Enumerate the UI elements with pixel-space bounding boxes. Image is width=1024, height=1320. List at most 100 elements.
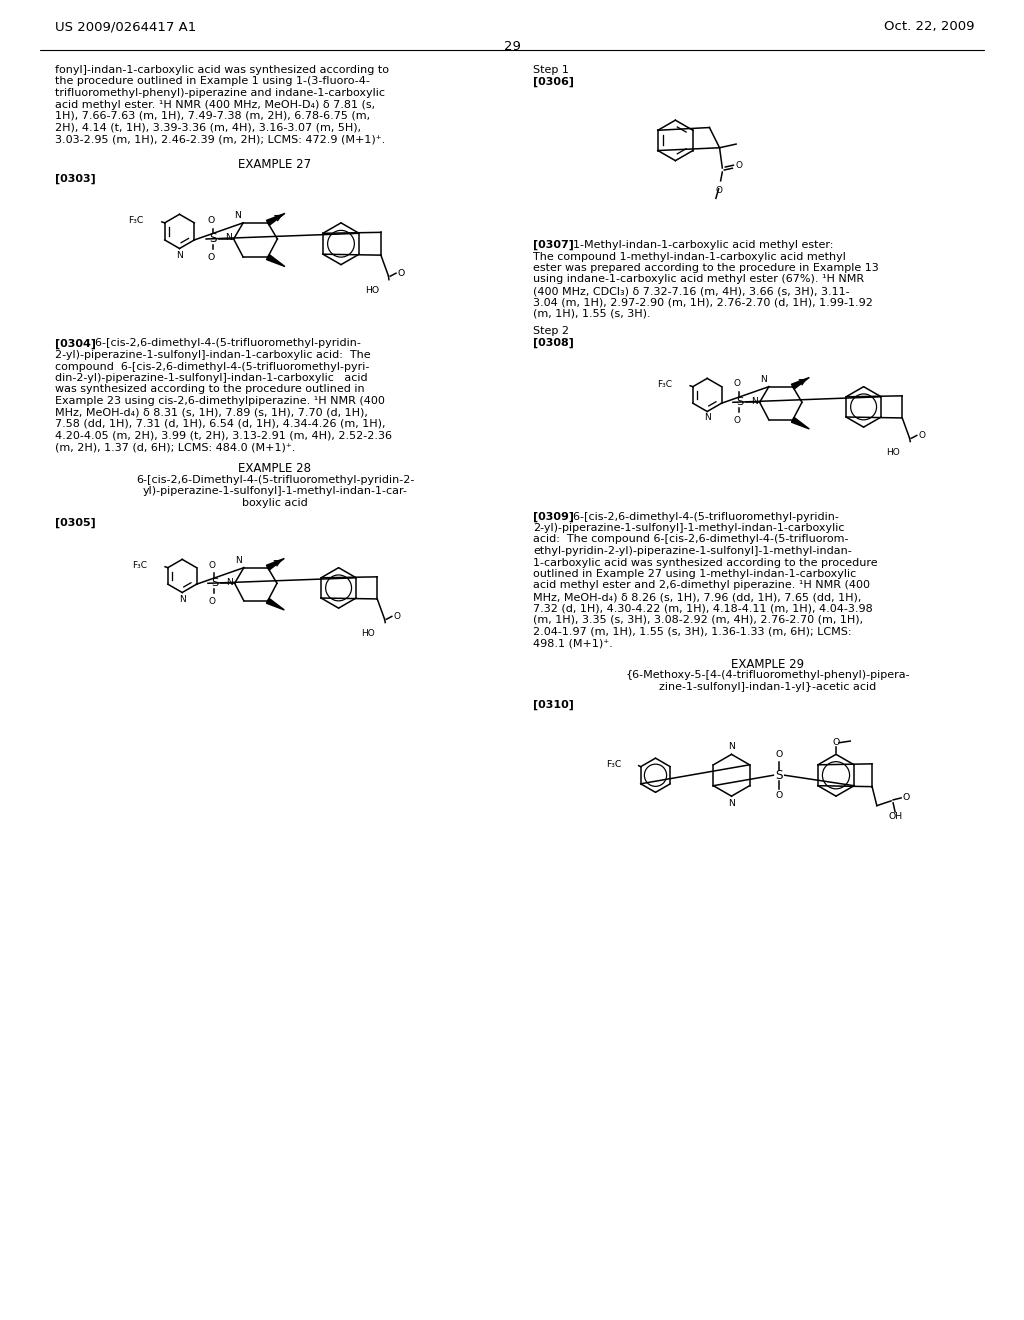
Polygon shape [266, 598, 285, 610]
Text: din-2-yl)-piperazine-1-sulfonyl]-indan-1-carboxylic   acid: din-2-yl)-piperazine-1-sulfonyl]-indan-1… [55, 374, 368, 383]
Text: yl)-piperazine-1-sulfonyl]-1-methyl-indan-1-car-: yl)-piperazine-1-sulfonyl]-1-methyl-inda… [142, 487, 408, 496]
Text: {6-Methoxy-5-[4-(4-trifluoromethyl-phenyl)-pipera-: {6-Methoxy-5-[4-(4-trifluoromethyl-pheny… [626, 671, 910, 680]
Text: N: N [176, 251, 183, 260]
Text: acid:  The compound 6-[cis-2,6-dimethyl-4-(5-trifluorom-: acid: The compound 6-[cis-2,6-dimethyl-4… [534, 535, 849, 544]
Text: N: N [751, 397, 758, 405]
Text: 3.04 (m, 1H), 2.97-2.90 (m, 1H), 2.76-2.70 (d, 1H), 1.99-1.92: 3.04 (m, 1H), 2.97-2.90 (m, 1H), 2.76-2.… [534, 297, 872, 308]
Text: N: N [728, 742, 735, 751]
Text: US 2009/0264417 A1: US 2009/0264417 A1 [55, 20, 197, 33]
Polygon shape [266, 255, 285, 267]
Text: using indane-1-carboxylic acid methyl ester (67%). ¹H NMR: using indane-1-carboxylic acid methyl es… [534, 275, 864, 285]
Text: 6-[cis-2,6-dimethyl-4-(5-trifluoromethyl-pyridin-: 6-[cis-2,6-dimethyl-4-(5-trifluoromethyl… [566, 511, 839, 521]
Text: MHz, MeOH-d₄) δ 8.31 (s, 1H), 7.89 (s, 1H), 7.70 (d, 1H),: MHz, MeOH-d₄) δ 8.31 (s, 1H), 7.89 (s, 1… [55, 408, 368, 417]
Text: fonyl]-indan-1-carboxylic acid was synthesized according to: fonyl]-indan-1-carboxylic acid was synth… [55, 65, 389, 75]
Text: HO: HO [361, 628, 375, 638]
Text: O: O [919, 430, 926, 440]
Text: 4.20-4.05 (m, 2H), 3.99 (t, 2H), 3.13-2.91 (m, 4H), 2.52-2.36: 4.20-4.05 (m, 2H), 3.99 (t, 2H), 3.13-2.… [55, 430, 392, 441]
Text: Step 2: Step 2 [534, 326, 569, 337]
Text: O: O [394, 612, 400, 620]
Text: N: N [236, 556, 242, 565]
Text: EXAMPLE 28: EXAMPLE 28 [239, 462, 311, 474]
Text: was synthesized according to the procedure outlined in: was synthesized according to the procedu… [55, 384, 365, 395]
Text: 2-yl)-piperazine-1-sulfonyl]-1-methyl-indan-1-carboxylic: 2-yl)-piperazine-1-sulfonyl]-1-methyl-in… [534, 523, 845, 533]
Text: F₃C: F₃C [606, 760, 622, 770]
Text: N: N [226, 578, 232, 587]
Polygon shape [792, 417, 809, 429]
Text: O: O [775, 750, 782, 759]
Text: outlined in Example 27 using 1-methyl-indan-1-carboxylic: outlined in Example 27 using 1-methyl-in… [534, 569, 856, 579]
Text: [0307]: [0307] [534, 240, 573, 251]
Text: O: O [902, 793, 909, 803]
Text: S: S [736, 397, 743, 408]
Text: O: O [775, 792, 782, 800]
Text: 7.58 (dd, 1H), 7.31 (d, 1H), 6.54 (d, 1H), 4.34-4.26 (m, 1H),: 7.58 (dd, 1H), 7.31 (d, 1H), 6.54 (d, 1H… [55, 418, 385, 429]
Text: zine-1-sulfonyl]-indan-1-yl}-acetic acid: zine-1-sulfonyl]-indan-1-yl}-acetic acid [659, 681, 877, 692]
Text: 498.1 (M+1)⁺.: 498.1 (M+1)⁺. [534, 638, 612, 648]
Text: O: O [734, 416, 741, 425]
Text: O: O [734, 380, 741, 388]
Text: [0309]: [0309] [534, 511, 574, 521]
Text: 1-carboxylic acid was synthesized according to the procedure: 1-carboxylic acid was synthesized accord… [534, 557, 878, 568]
Text: ester was prepared according to the procedure in Example 13: ester was prepared according to the proc… [534, 263, 879, 273]
Text: [0308]: [0308] [534, 338, 573, 348]
Text: 2H), 4.14 (t, 1H), 3.39-3.36 (m, 4H), 3.16-3.07 (m, 5H),: 2H), 4.14 (t, 1H), 3.39-3.36 (m, 4H), 3.… [55, 123, 361, 132]
Text: O: O [735, 161, 742, 170]
Text: OH: OH [889, 812, 903, 821]
Text: S: S [211, 578, 218, 589]
Text: 6-[cis-2,6-Dimethyl-4-(5-trifluoromethyl-pyridin-2-: 6-[cis-2,6-Dimethyl-4-(5-trifluoromethyl… [136, 475, 414, 484]
Text: N: N [760, 375, 767, 384]
Polygon shape [266, 558, 285, 570]
Text: N: N [179, 594, 185, 603]
Text: boxylic acid: boxylic acid [242, 498, 308, 508]
Text: 29: 29 [504, 40, 520, 53]
Text: F₃C: F₃C [128, 216, 143, 226]
Text: [0306]: [0306] [534, 77, 574, 87]
Polygon shape [792, 378, 809, 389]
Text: [0304]: [0304] [55, 338, 96, 348]
Text: 6-[cis-2,6-dimethyl-4-(5-trifluoromethyl-pyridin-: 6-[cis-2,6-dimethyl-4-(5-trifluoromethyl… [88, 338, 360, 348]
Text: [0303]: [0303] [55, 173, 96, 183]
Text: EXAMPLE 29: EXAMPLE 29 [731, 657, 805, 671]
Text: (m, 1H), 3.35 (s, 3H), 3.08-2.92 (m, 4H), 2.76-2.70 (m, 1H),: (m, 1H), 3.35 (s, 3H), 3.08-2.92 (m, 4H)… [534, 615, 863, 624]
Text: (m, 2H), 1.37 (d, 6H); LCMS: 484.0 (M+1)⁺.: (m, 2H), 1.37 (d, 6H); LCMS: 484.0 (M+1)… [55, 442, 295, 451]
Text: 7.32 (d, 1H), 4.30-4.22 (m, 1H), 4.18-4.11 (m, 1H), 4.04-3.98: 7.32 (d, 1H), 4.30-4.22 (m, 1H), 4.18-4.… [534, 603, 872, 614]
Text: S: S [209, 232, 216, 246]
Text: F₃C: F₃C [657, 380, 673, 389]
Text: EXAMPLE 27: EXAMPLE 27 [239, 157, 311, 170]
Text: S: S [775, 768, 782, 781]
Text: [0310]: [0310] [534, 700, 573, 710]
Text: N: N [703, 413, 711, 422]
Text: O: O [715, 186, 722, 195]
Text: N: N [728, 799, 735, 808]
Text: [0305]: [0305] [55, 517, 96, 528]
Text: compound  6-[cis-2,6-dimethyl-4-(5-trifluoromethyl-pyri-: compound 6-[cis-2,6-dimethyl-4-(5-triflu… [55, 362, 370, 371]
Text: 2.04-1.97 (m, 1H), 1.55 (s, 3H), 1.36-1.33 (m, 6H); LCMS:: 2.04-1.97 (m, 1H), 1.55 (s, 3H), 1.36-1.… [534, 627, 852, 636]
Text: 3.03-2.95 (m, 1H), 2.46-2.39 (m, 2H); LCMS: 472.9 (M+1)⁺.: 3.03-2.95 (m, 1H), 2.46-2.39 (m, 2H); LC… [55, 135, 385, 144]
Text: 2-yl)-piperazine-1-sulfonyl]-indan-1-carboxylic acid:  The: 2-yl)-piperazine-1-sulfonyl]-indan-1-car… [55, 350, 371, 360]
Text: (m, 1H), 1.55 (s, 3H).: (m, 1H), 1.55 (s, 3H). [534, 309, 650, 319]
Text: O: O [398, 269, 406, 277]
Text: 1-Methyl-indan-1-carboxylic acid methyl ester:: 1-Methyl-indan-1-carboxylic acid methyl … [566, 240, 834, 249]
Text: (400 MHz, CDCl₃) δ 7.32-7.16 (m, 4H), 3.66 (s, 3H), 3.11-: (400 MHz, CDCl₃) δ 7.32-7.16 (m, 4H), 3.… [534, 286, 850, 296]
Text: the procedure outlined in Example 1 using 1-(3-fluoro-4-: the procedure outlined in Example 1 usin… [55, 77, 370, 87]
Text: Example 23 using cis-2,6-dimethylpiperazine. ¹H NMR (400: Example 23 using cis-2,6-dimethylpiperaz… [55, 396, 385, 407]
Text: HO: HO [887, 447, 900, 457]
Text: The compound 1-methyl-indan-1-carboxylic acid methyl: The compound 1-methyl-indan-1-carboxylic… [534, 252, 846, 261]
Text: O: O [833, 738, 840, 747]
Text: 1H), 7.66-7.63 (m, 1H), 7.49-7.38 (m, 2H), 6.78-6.75 (m,: 1H), 7.66-7.63 (m, 1H), 7.49-7.38 (m, 2H… [55, 111, 370, 121]
Text: trifluoromethyl-phenyl)-piperazine and indane-1-carboxylic: trifluoromethyl-phenyl)-piperazine and i… [55, 88, 385, 98]
Text: HO: HO [365, 285, 379, 294]
Text: Step 1: Step 1 [534, 65, 569, 75]
Polygon shape [266, 214, 285, 226]
Text: O: O [209, 561, 216, 569]
Text: acid methyl ester. ¹H NMR (400 MHz, MeOH-D₄) δ 7.81 (s,: acid methyl ester. ¹H NMR (400 MHz, MeOH… [55, 99, 375, 110]
Text: acid methyl ester and 2,6-dimethyl piperazine. ¹H NMR (400: acid methyl ester and 2,6-dimethyl piper… [534, 581, 870, 590]
Text: MHz, MeOH-d₄) δ 8.26 (s, 1H), 7.96 (dd, 1H), 7.65 (dd, 1H),: MHz, MeOH-d₄) δ 8.26 (s, 1H), 7.96 (dd, … [534, 591, 861, 602]
Text: ethyl-pyridin-2-yl)-piperazine-1-sulfonyl]-1-methyl-indan-: ethyl-pyridin-2-yl)-piperazine-1-sulfony… [534, 546, 852, 556]
Text: N: N [234, 211, 241, 220]
Text: Oct. 22, 2009: Oct. 22, 2009 [885, 20, 975, 33]
Text: O: O [209, 597, 216, 606]
Text: O: O [207, 215, 214, 224]
Text: O: O [207, 253, 214, 263]
Text: F₃C: F₃C [133, 561, 147, 570]
